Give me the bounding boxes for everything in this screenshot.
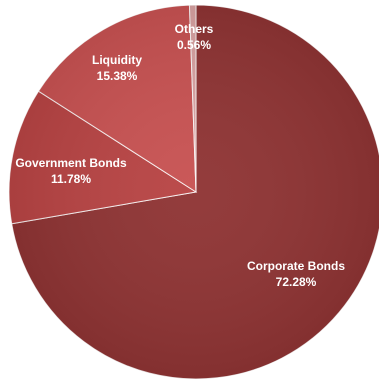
pie-label-value: 11.78% [51, 172, 91, 186]
pie-label-category: Government Bonds [15, 156, 127, 170]
pie-label-category: Liquidity [92, 53, 142, 67]
pie-label-government-bonds: Government Bonds 11.78% [15, 156, 127, 186]
pie-label-value: 72.28% [276, 275, 317, 289]
pie-label-value: 0.56% [177, 38, 211, 52]
pie-label-liquidity: Liquidity 15.38% [92, 53, 142, 83]
pie-label-category: Corporate Bonds [247, 259, 345, 273]
pie-label-others: Others 0.56% [175, 22, 214, 52]
labels-layer: Corporate Bonds 72.28% Government Bonds 11.… [15, 22, 345, 289]
pie-label-category: Others [175, 22, 214, 36]
pie-label-value: 15.38% [97, 69, 138, 83]
pie-label-corporate-bonds: Corporate Bonds 72.28% [247, 259, 345, 289]
slices-layer [8, 4, 379, 380]
